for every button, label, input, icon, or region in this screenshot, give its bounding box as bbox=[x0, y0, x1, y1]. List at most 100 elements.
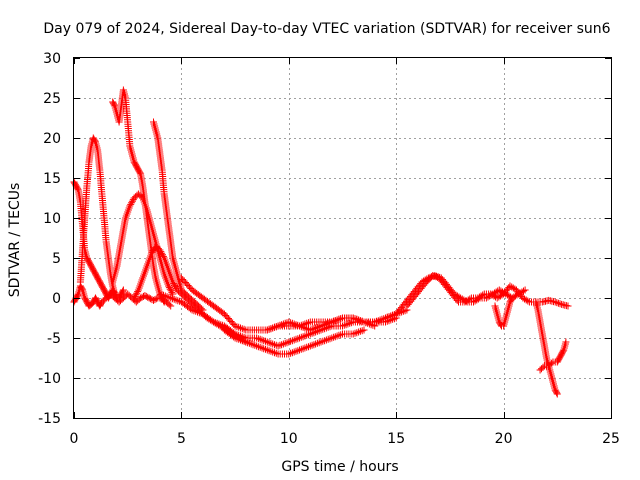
y-tick-label: 25 bbox=[43, 91, 61, 107]
data-point bbox=[251, 341, 259, 349]
data-point bbox=[553, 389, 561, 397]
data-point bbox=[292, 321, 300, 329]
data-point bbox=[167, 302, 175, 310]
data-point bbox=[346, 319, 354, 327]
data-point bbox=[208, 317, 216, 325]
data-point bbox=[247, 340, 255, 348]
data-point bbox=[267, 325, 275, 333]
data-point bbox=[297, 333, 305, 341]
data-point bbox=[256, 335, 264, 343]
data-point bbox=[326, 335, 334, 343]
data-point bbox=[272, 349, 280, 357]
data-point bbox=[521, 286, 529, 294]
data-point bbox=[365, 320, 373, 328]
data-point bbox=[149, 247, 157, 255]
data-point bbox=[258, 336, 266, 344]
x-axis-label: GPS time / hours bbox=[281, 459, 398, 475]
data-point bbox=[260, 337, 268, 345]
data-point bbox=[271, 341, 278, 349]
series-trace-10 bbox=[220, 326, 368, 358]
data-point bbox=[353, 329, 361, 337]
data-point bbox=[287, 337, 295, 345]
x-tick-label: 20 bbox=[495, 431, 513, 447]
data-point bbox=[310, 341, 318, 349]
data-points bbox=[70, 86, 572, 398]
data-point bbox=[279, 320, 287, 328]
y-axis-label: SDTVAR / TECUs bbox=[7, 183, 23, 298]
data-point bbox=[233, 335, 241, 343]
data-point bbox=[378, 315, 386, 323]
series-trace-1 bbox=[70, 282, 175, 310]
data-point bbox=[245, 339, 253, 347]
data-point bbox=[274, 342, 282, 350]
data-point bbox=[126, 202, 134, 210]
x-tick-label: 15 bbox=[387, 431, 405, 447]
y-tick-label: 15 bbox=[43, 171, 61, 187]
data-point bbox=[240, 337, 248, 345]
data-point bbox=[136, 169, 144, 177]
data-point bbox=[231, 334, 239, 342]
data-point bbox=[360, 326, 368, 334]
chart-title: Day 079 of 2024, Sidereal Day-to-day VTE… bbox=[43, 21, 610, 37]
data-point bbox=[330, 317, 338, 325]
data-point bbox=[287, 319, 295, 327]
data-point bbox=[265, 339, 273, 347]
data-point bbox=[281, 319, 289, 327]
data-point bbox=[165, 284, 173, 292]
data-point bbox=[562, 338, 570, 346]
data-point bbox=[171, 283, 179, 291]
data-point bbox=[158, 249, 166, 257]
data-point bbox=[158, 291, 166, 299]
data-point bbox=[380, 315, 388, 323]
data-point bbox=[190, 307, 198, 315]
data-point bbox=[288, 349, 296, 357]
data-point bbox=[301, 324, 309, 332]
data-point bbox=[279, 340, 287, 348]
data-point bbox=[254, 343, 262, 351]
series-trace-11 bbox=[263, 314, 379, 334]
data-point bbox=[276, 341, 284, 349]
data-point bbox=[285, 338, 293, 346]
data-point bbox=[128, 199, 136, 207]
data-point bbox=[539, 363, 547, 371]
data-point bbox=[297, 345, 305, 353]
data-point bbox=[387, 312, 395, 320]
data-point bbox=[167, 287, 175, 295]
data-point bbox=[554, 299, 562, 307]
data-point bbox=[322, 320, 330, 328]
data-point bbox=[258, 344, 266, 352]
axis-ticks bbox=[74, 58, 612, 419]
data-point bbox=[171, 281, 178, 289]
data-point bbox=[188, 306, 196, 314]
data-point bbox=[147, 250, 155, 258]
data-point bbox=[160, 291, 167, 299]
data-point bbox=[351, 315, 359, 323]
data-point bbox=[324, 319, 332, 327]
data-point bbox=[317, 322, 325, 330]
data-point bbox=[321, 321, 329, 329]
data-point bbox=[319, 321, 327, 329]
data-point bbox=[169, 278, 177, 286]
data-point bbox=[301, 332, 309, 340]
y-tick-label: -10 bbox=[38, 371, 61, 387]
data-point bbox=[364, 319, 372, 327]
data-point bbox=[269, 324, 277, 332]
data-point bbox=[313, 323, 321, 331]
data-point bbox=[157, 248, 165, 256]
data-point bbox=[432, 273, 440, 281]
data-point bbox=[313, 339, 321, 347]
data-point bbox=[335, 315, 343, 323]
data-point bbox=[165, 301, 173, 309]
data-point bbox=[303, 331, 311, 339]
data-point bbox=[497, 321, 505, 329]
data-point bbox=[215, 320, 223, 328]
x-tick-label: 10 bbox=[280, 431, 298, 447]
data-point bbox=[299, 345, 307, 353]
data-point bbox=[168, 288, 176, 296]
data-point bbox=[269, 348, 277, 356]
data-point bbox=[292, 335, 300, 343]
data-point bbox=[312, 340, 320, 348]
data-point bbox=[263, 326, 271, 334]
data-point bbox=[328, 334, 336, 342]
series-trace-7 bbox=[130, 242, 250, 346]
